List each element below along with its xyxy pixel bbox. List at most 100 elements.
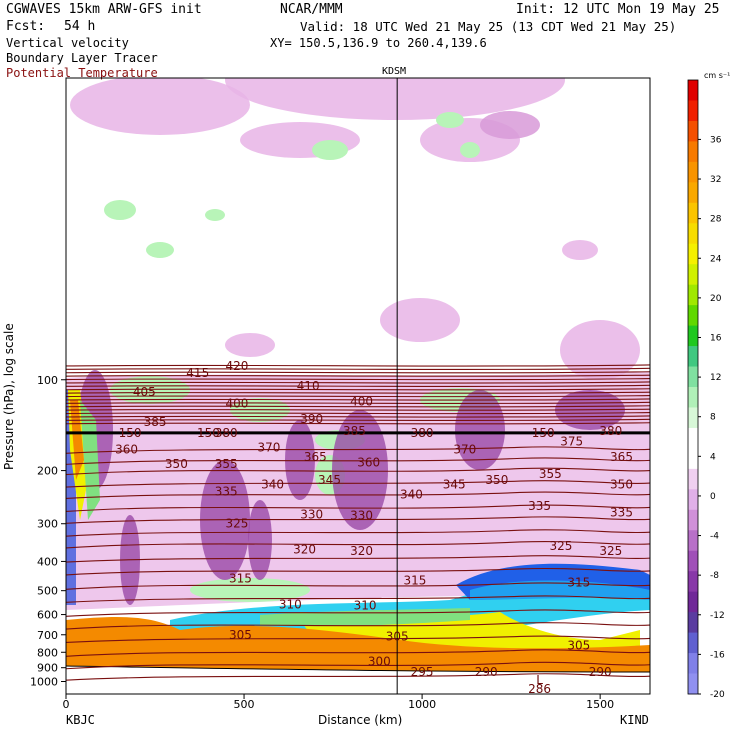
theta-contour-label: 150: [197, 426, 220, 440]
model-title: CGWAVES 15km ARW-GFS init: [6, 2, 202, 17]
theta-contour: [66, 661, 650, 670]
y-tick-label: 1000: [30, 676, 58, 689]
velocity-blob: [560, 320, 640, 380]
theta-contour: [66, 529, 650, 537]
theta-contour-label: 305: [567, 639, 590, 653]
velocity-blob: [190, 578, 310, 602]
theta-contour: [66, 408, 650, 411]
theta-contour: [66, 415, 650, 418]
colorbar-swatch: [688, 550, 698, 572]
theta-contour-label: 370: [258, 441, 281, 455]
colorbar-swatch: [688, 264, 698, 286]
x-tick-label: 0: [63, 698, 70, 711]
theta-contour-label: 325: [550, 539, 573, 553]
field-vertical-velocity: Vertical velocity: [6, 36, 129, 50]
theta-contour: [66, 622, 650, 630]
plot-frame: [65, 77, 651, 695]
theta-contour: [66, 609, 650, 617]
theta-contours: [66, 78, 650, 694]
axes: 0 500 1000 15001002003004005006007008009001…: [30, 77, 614, 711]
theta-contour-label: 360: [115, 442, 138, 456]
init-time: Init: 12 UTC Mon 19 May 25: [516, 2, 720, 17]
theta-contour-label: 335: [528, 499, 551, 513]
theta-contour-label: 410: [297, 379, 320, 393]
theta-contour-label: 350: [485, 473, 508, 487]
theta-contour: [66, 388, 650, 391]
colorbar-swatch: [688, 407, 698, 429]
theta-contour-label: 380: [215, 426, 238, 440]
theta-contour-label: 325: [225, 517, 248, 531]
velocity-blob: [146, 242, 174, 258]
velocity-blob: [380, 298, 460, 342]
theta-contour: [66, 367, 650, 371]
colorbar-swatch: [688, 80, 698, 101]
theta-contour-label: 345: [318, 473, 341, 487]
y-tick-label: 400: [37, 555, 58, 568]
y-axis-label: Pressure (hPa), log scale: [2, 323, 16, 470]
forecast-label: Fcst:: [6, 19, 46, 34]
colorbar-tick-label: -16: [710, 650, 725, 660]
theta-contour: [66, 411, 650, 415]
theta-contour-label: 300: [368, 655, 391, 669]
theta-contour-label: 295: [411, 665, 434, 679]
theta-contour-label: 420: [225, 359, 248, 373]
theta-contour-label: 345: [443, 477, 466, 491]
velocity-streak: [66, 390, 76, 605]
y-tick-label: 200: [37, 465, 58, 478]
theta-contour-label: 385: [144, 415, 167, 429]
colorbar-tick-label: -8: [710, 571, 719, 581]
velocity-blob: [455, 390, 505, 470]
theta-contour: [66, 480, 650, 488]
colorbar-swatch: [688, 468, 698, 490]
colorbar-swatch: [688, 509, 698, 531]
theta-contour: [66, 516, 650, 524]
theta-contour-label: 290: [475, 665, 498, 679]
colorbar-swatch: [688, 427, 698, 449]
theta-contour: [66, 384, 650, 388]
colorbar-swatch: [688, 673, 698, 695]
cross-section-xy: XY= 150.5,136.9 to 260.4,139.6: [270, 36, 487, 50]
terrain: [66, 666, 650, 694]
colorbar-swatch: [688, 387, 698, 408]
theta-contour-label: 315: [567, 576, 590, 590]
theta-contour: [66, 649, 650, 657]
theta-contour-label: 355: [215, 457, 238, 471]
velocity-blob: [225, 78, 565, 120]
theta-contour-label: 355: [539, 467, 562, 481]
velocity-blob: [332, 410, 388, 530]
colorbar-tick-label: 32: [710, 175, 721, 185]
theta-contour: [66, 381, 650, 384]
velocity-blob: [480, 111, 540, 139]
theta-contour-label: 365: [304, 450, 327, 464]
x-tick-label: 1000: [408, 698, 436, 711]
theta-contour: [66, 422, 650, 425]
theta-contour-label: 305: [229, 628, 252, 642]
colorbar-tick-label: 28: [710, 215, 722, 225]
theta-contour: [66, 364, 650, 367]
theta-contour-label: 350: [610, 477, 633, 491]
theta-contour: [66, 371, 650, 374]
forecast-hour: 54 h: [64, 19, 96, 34]
colorbar-tick-label: 24: [710, 254, 722, 264]
theta-contour: [66, 374, 650, 377]
velocity-blob: [104, 200, 136, 220]
colorbar-swatch: [688, 284, 698, 306]
theta-contour-label: 350: [165, 457, 188, 471]
theta-contour: [66, 595, 650, 603]
theta-contour: [66, 391, 650, 394]
velocity-blob: [248, 500, 272, 580]
colorbar-swatch: [688, 530, 698, 552]
colorbar-swatch: [688, 223, 698, 245]
left-endpoint-label: KBJC: [66, 713, 95, 727]
theta-contour-label: 385: [343, 424, 366, 438]
theta-contour: [66, 418, 650, 422]
theta-contour-label: 380: [599, 424, 622, 438]
center-label: NCAR/MMM: [280, 2, 343, 17]
theta-contour: [66, 377, 650, 381]
y-tick-label: 900: [37, 662, 58, 675]
colorbar-swatch: [688, 182, 698, 204]
theta-contour-label: 375: [560, 434, 583, 448]
velocity-blob: [225, 333, 275, 357]
